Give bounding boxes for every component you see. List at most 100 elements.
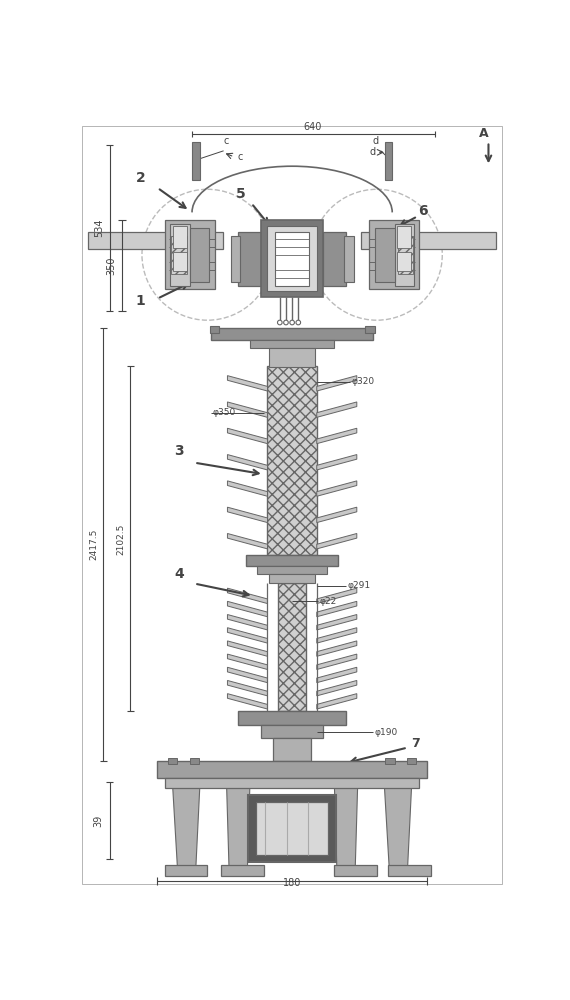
Polygon shape <box>385 788 412 867</box>
Text: φ190: φ190 <box>374 728 398 737</box>
Text: 3: 3 <box>174 444 184 458</box>
Bar <box>88 232 223 249</box>
Polygon shape <box>227 455 267 470</box>
Bar <box>165 865 207 876</box>
Text: 1: 1 <box>136 294 145 308</box>
Polygon shape <box>317 667 357 683</box>
Text: 2417.5: 2417.5 <box>89 529 98 560</box>
Bar <box>269 574 315 583</box>
Text: 180: 180 <box>283 878 302 888</box>
Polygon shape <box>317 376 357 391</box>
Bar <box>165 778 419 788</box>
Polygon shape <box>317 507 357 523</box>
Bar <box>385 758 394 764</box>
Polygon shape <box>317 628 357 643</box>
Bar <box>211 328 373 340</box>
Polygon shape <box>227 654 267 669</box>
Bar <box>407 758 416 764</box>
Polygon shape <box>227 533 267 549</box>
Circle shape <box>284 320 288 325</box>
Text: 2102.5: 2102.5 <box>116 523 125 555</box>
Text: d: d <box>373 136 379 146</box>
Bar <box>230 235 240 282</box>
Bar <box>173 226 188 248</box>
Bar <box>267 366 317 555</box>
Text: φ350: φ350 <box>213 408 236 417</box>
Bar <box>344 235 354 282</box>
Polygon shape <box>227 680 267 696</box>
Text: 640: 640 <box>304 122 322 132</box>
Bar <box>256 802 328 855</box>
Bar <box>258 566 327 574</box>
Bar <box>192 142 199 180</box>
Bar <box>250 340 335 348</box>
Polygon shape <box>227 615 267 630</box>
Bar <box>365 326 374 333</box>
Bar <box>278 583 306 711</box>
Polygon shape <box>227 641 267 656</box>
Bar <box>269 348 315 367</box>
Polygon shape <box>317 588 357 604</box>
Bar <box>394 224 414 286</box>
Text: 7: 7 <box>412 737 420 750</box>
Text: φ291: φ291 <box>348 581 370 590</box>
Bar <box>335 865 377 876</box>
Bar <box>170 224 190 286</box>
Bar <box>171 235 186 274</box>
Bar <box>238 711 346 725</box>
Polygon shape <box>317 455 357 470</box>
Bar <box>168 758 177 764</box>
Bar <box>398 235 413 274</box>
Text: 350: 350 <box>107 256 116 275</box>
Circle shape <box>290 320 295 325</box>
Bar <box>238 232 261 286</box>
Text: 2: 2 <box>136 171 145 185</box>
Bar <box>397 252 412 271</box>
Bar <box>261 725 323 738</box>
Polygon shape <box>173 788 200 867</box>
Bar <box>375 228 394 282</box>
Text: 534: 534 <box>94 219 104 237</box>
Bar <box>246 555 339 566</box>
Bar <box>157 761 427 778</box>
Bar <box>388 865 431 876</box>
Polygon shape <box>317 694 357 709</box>
Text: φ22: φ22 <box>319 597 336 606</box>
Text: 4: 4 <box>174 567 184 581</box>
Text: A: A <box>479 127 488 140</box>
Polygon shape <box>227 402 267 417</box>
Polygon shape <box>317 533 357 549</box>
Polygon shape <box>227 694 267 709</box>
Polygon shape <box>227 667 267 683</box>
Text: c: c <box>238 152 243 162</box>
Bar <box>221 865 264 876</box>
Polygon shape <box>227 507 267 523</box>
Polygon shape <box>227 788 250 867</box>
Bar <box>361 232 496 249</box>
Bar <box>275 232 309 286</box>
Bar <box>165 220 215 289</box>
Polygon shape <box>227 588 267 604</box>
Bar <box>261 220 323 297</box>
Bar <box>249 795 336 862</box>
Polygon shape <box>317 680 357 696</box>
Text: 39: 39 <box>93 815 104 827</box>
Polygon shape <box>227 628 267 643</box>
Polygon shape <box>227 376 267 391</box>
Text: c: c <box>223 136 229 146</box>
Bar <box>323 232 346 286</box>
Polygon shape <box>317 654 357 669</box>
Bar <box>173 252 188 271</box>
Polygon shape <box>227 428 267 444</box>
Bar <box>190 228 209 282</box>
Circle shape <box>278 320 282 325</box>
Polygon shape <box>317 641 357 656</box>
Bar <box>190 758 199 764</box>
Bar <box>385 142 392 180</box>
Bar <box>397 226 412 248</box>
Polygon shape <box>317 428 357 444</box>
Text: d: d <box>370 147 376 157</box>
Polygon shape <box>317 615 357 630</box>
Polygon shape <box>227 481 267 496</box>
Polygon shape <box>317 601 357 617</box>
